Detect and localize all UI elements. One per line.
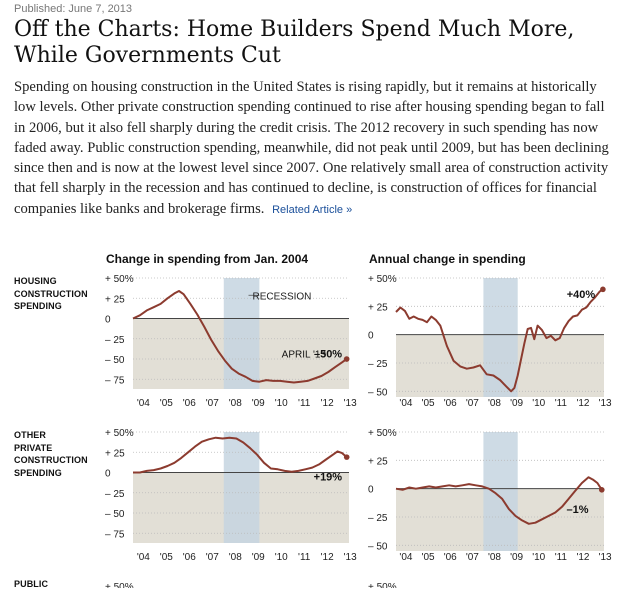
y-tick-label: – 25	[105, 489, 125, 500]
x-tick-label: '09	[252, 398, 265, 409]
y-tick-label: 0	[368, 331, 374, 342]
y-tick-label: + 25	[368, 302, 388, 313]
row-label-public: PUBLIC	[14, 579, 49, 589]
data-label: –1%	[566, 504, 588, 516]
data-label: +19%	[314, 472, 343, 484]
x-tick-label: '05	[422, 398, 435, 409]
series-line	[395, 288, 604, 393]
x-tick-label: '09	[510, 398, 523, 409]
x-tick-label: '05	[422, 552, 435, 563]
row-label-other: OTHER PRIVATE CONSTRUCTION SPENDING	[14, 430, 88, 478]
intro-paragraph: Spending on housing construction in the …	[14, 77, 614, 220]
x-tick-label: '07	[466, 398, 479, 409]
x-tick-label: '05	[160, 398, 173, 409]
data-label: +40%	[567, 289, 596, 301]
x-tick-label: '12	[576, 552, 589, 563]
x-tick-label: '08	[488, 552, 501, 563]
end-point	[343, 356, 350, 362]
y-tick-label: + 50%	[368, 274, 397, 285]
x-tick-label: '05	[160, 552, 173, 563]
end-point	[600, 286, 606, 293]
y-tick-label: – 50	[105, 509, 125, 520]
x-tick-label: '12	[576, 398, 589, 409]
y-tick-label: – 25	[368, 359, 388, 370]
related-article-link[interactable]: Related Article »	[272, 203, 353, 216]
end-point	[598, 487, 605, 493]
x-tick-label: '04	[399, 398, 412, 409]
x-tick-label: '11	[555, 398, 568, 409]
x-tick-label: '11	[555, 552, 568, 563]
data-label: APRIL '13	[282, 349, 327, 360]
recession-label: RECESSION	[252, 291, 311, 302]
row-label-housing: HOUSING CONSTRUCTION SPENDING	[14, 276, 88, 311]
recession-band	[223, 278, 260, 389]
x-tick-label: '11	[298, 398, 311, 409]
y-tick-label: – 75	[105, 375, 125, 386]
x-tick-label: '13	[599, 398, 612, 409]
data-label: –50%	[314, 348, 342, 360]
page-title: Off the Charts: Home Builders Spend Much…	[14, 17, 575, 68]
x-tick-label: '07	[206, 398, 219, 409]
chart-panel-1: + 50% + 25 0 – 25 – 50 – 75 '04 '05 '06 '07 '08 '09…	[105, 274, 357, 409]
y-tick-label: + 50%	[105, 274, 134, 285]
recession-band	[223, 432, 260, 543]
chart-panel-2: + 50% + 25 0 – 25 – 50 '04 '05 '06 '07 '08 '09 '10 '…	[368, 274, 612, 409]
x-tick-label: '07	[206, 552, 219, 563]
x-tick-label: '07	[466, 552, 479, 563]
x-tick-label: '06	[444, 552, 457, 563]
chart-panel-4: + 50% + 25 0 – 25 – 50 '04 '05 '06 '07 '08 '09 '10 '…	[368, 428, 612, 563]
x-tick-label: '13	[599, 552, 612, 563]
y-tick-label: – 50	[105, 355, 125, 366]
y-tick-label: 0	[105, 469, 111, 480]
published-date: Published: June 7, 2013	[14, 3, 133, 15]
x-tick-label: '13	[344, 552, 357, 563]
y-tick-label-partial-right: + 50%	[368, 582, 397, 588]
series-line	[132, 290, 348, 384]
y-tick-label-partial-left: + 50%	[105, 582, 134, 588]
y-tick-label: – 25	[368, 513, 388, 524]
column-title-cumulative: Change in spending from Jan. 2004	[106, 252, 309, 266]
chart-panel-3: + 50% + 25 0 – 25 – 50 – 75 '04 '05 '06 '07 '08 '09…	[105, 428, 357, 563]
x-tick-label: '09	[252, 552, 265, 563]
x-tick-label: '10	[275, 398, 288, 409]
x-tick-label: '06	[183, 552, 196, 563]
end-point	[343, 454, 350, 460]
y-tick-label: – 75	[105, 529, 125, 540]
x-tick-label: '04	[137, 552, 150, 563]
x-tick-label: '08	[229, 552, 242, 563]
x-tick-label: '04	[399, 552, 412, 563]
recession-band	[483, 432, 518, 551]
x-tick-label: '08	[488, 398, 501, 409]
y-tick-label: – 50	[368, 541, 388, 552]
x-tick-label: '10	[532, 398, 545, 409]
y-tick-label: – 25	[105, 335, 125, 346]
x-tick-label: '08	[229, 398, 242, 409]
x-tick-label: '12	[321, 398, 334, 409]
y-tick-label: 0	[368, 485, 374, 496]
y-tick-label: 0	[105, 315, 111, 326]
x-tick-label: '06	[183, 398, 196, 409]
x-tick-label: '10	[275, 552, 288, 563]
x-tick-label: '09	[510, 552, 523, 563]
x-tick-label: '12	[321, 552, 334, 563]
x-tick-label: '06	[444, 398, 457, 409]
intro-text: Spending on housing construction in the …	[14, 79, 609, 217]
y-tick-label: + 25	[105, 448, 125, 459]
x-tick-label: '11	[298, 552, 311, 563]
x-tick-label: '10	[532, 552, 545, 563]
y-tick-label: + 25	[368, 456, 388, 467]
y-tick-label: + 50%	[105, 428, 134, 439]
y-tick-label: – 50	[368, 387, 388, 398]
y-tick-label: + 50%	[368, 428, 397, 439]
series-line	[133, 436, 348, 474]
x-tick-label: '04	[137, 398, 150, 409]
y-tick-label: + 25	[105, 294, 125, 305]
x-tick-label: '13	[344, 398, 357, 409]
series-line	[395, 476, 603, 525]
column-title-annual: Annual change in spending	[369, 252, 526, 266]
recession-band	[483, 278, 518, 397]
